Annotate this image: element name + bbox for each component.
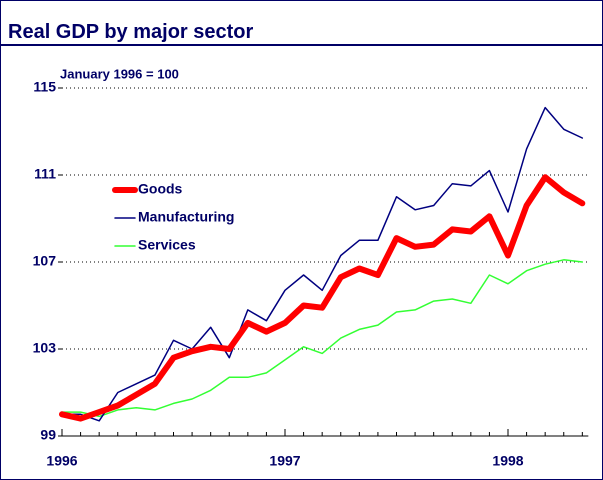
y-tick-label: 115 [33,79,56,95]
x-tick-label: 1998 [492,453,523,469]
y-tick-label: 111 [34,166,56,182]
line-series [61,259,584,418]
chart-title: Real GDP by major sector [8,21,254,43]
x-tick-label: 1997 [269,453,300,469]
legend-label: Services [138,237,196,253]
y-tick-label: 103 [33,340,57,356]
line-series [59,174,586,422]
y-tick-label: 99 [40,427,56,443]
legend-label: Manufacturing [138,209,234,225]
legend-label: Goods [138,181,183,197]
chart-subtitle: January 1996 = 100 [60,66,179,81]
line-series [61,106,584,422]
y-tick-label: 107 [33,253,57,269]
x-tick-label: 1996 [46,453,77,469]
